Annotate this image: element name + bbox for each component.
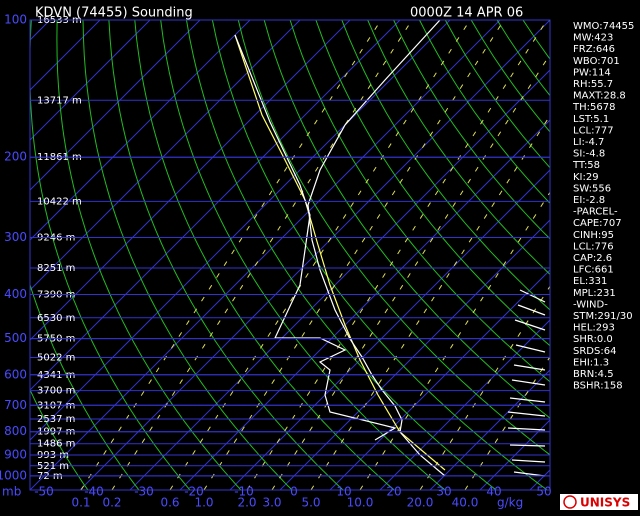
index-label: EHI:1.3 [573, 357, 609, 368]
pressure-label: 800 [4, 424, 27, 438]
index-label: LI:-4.7 [573, 137, 604, 148]
mixing-ratio-label: 0.1 [71, 496, 90, 510]
index-label: CINH:95 [573, 230, 614, 241]
index-label: SW:556 [573, 183, 611, 194]
height-label: 10422 m [37, 196, 82, 207]
height-label: 3700 m [37, 386, 75, 397]
index-label: CAPE:707 [573, 218, 622, 229]
pressure-label: 1000 [0, 468, 27, 482]
mixing-ratio-label: 5.0 [301, 496, 320, 510]
index-label: LCL:776 [573, 241, 614, 252]
mixing-ratio-label: 0.6 [160, 496, 179, 510]
height-label: 1486 m [37, 439, 75, 450]
index-label: SI:-4.8 [573, 149, 605, 160]
pressure-label: 900 [4, 448, 27, 462]
index-label: -PARCEL- [573, 207, 618, 218]
height-label: 13717 m [37, 95, 82, 106]
index-label: STM:291/30 [573, 311, 633, 322]
index-label: WMO:74455 [573, 21, 634, 32]
mixing-ratio-label: 10.0 [347, 496, 374, 510]
index-label: PW:114 [573, 67, 611, 78]
index-label: RH:55.7 [573, 79, 613, 90]
index-label: BRN:4.5 [573, 369, 614, 380]
pressure-label: 600 [4, 367, 27, 381]
index-label: EI:-2.8 [573, 195, 605, 206]
pressure-label: 400 [4, 287, 27, 301]
index-label: CAP:2.6 [573, 253, 612, 264]
index-label: SRDS:64 [573, 346, 616, 357]
index-label: -WIND- [573, 299, 608, 310]
temperature-label: 30 [436, 485, 451, 499]
pressure-label: 200 [4, 150, 27, 164]
index-label: LCL:777 [573, 125, 614, 136]
index-label: EL:331 [573, 276, 607, 287]
index-label: TT:58 [572, 160, 600, 171]
pressure-label: 700 [4, 398, 27, 412]
temperature-label: 50 [536, 485, 551, 499]
mixing-ratio-label: 1.0 [194, 496, 213, 510]
mixing-ratio-label: 0.2 [102, 496, 121, 510]
index-label: TH:5678 [572, 102, 615, 113]
index-label: BSHR:158 [573, 381, 623, 392]
temperature-label: 0 [290, 485, 298, 499]
temperature-label: -50 [34, 485, 54, 499]
height-label: 5022 m [37, 353, 75, 364]
pressure-label: 300 [4, 230, 27, 244]
index-label: FRZ:646 [573, 44, 615, 55]
height-label: 6530 m [37, 313, 75, 324]
mixing-ratio-label: 40.0 [452, 496, 479, 510]
index-label: KI:29 [573, 172, 599, 183]
height-label: 8251 m [37, 263, 75, 274]
temperature-label: -30 [134, 485, 154, 499]
height-label: 2537 m [37, 414, 75, 425]
pressure-label: 100 [4, 13, 27, 27]
index-label: MAXT:28.8 [573, 91, 626, 102]
index-label: LST:5.1 [573, 114, 609, 125]
temperature-label: 20 [386, 485, 401, 499]
pressure-label: 500 [4, 331, 27, 345]
index-label: MW:423 [573, 33, 613, 44]
mixing-ratio-label: 3.0 [262, 496, 281, 510]
time-label: 0000Z 14 APR 06 [410, 6, 523, 21]
pressure-unit: mb [2, 485, 21, 499]
index-label: LFC:661 [573, 265, 614, 276]
index-label: SHR:0.0 [573, 334, 613, 345]
mixing-ratio-label: 20.0 [407, 496, 434, 510]
mixing-ratio-label: 2.0 [237, 496, 256, 510]
index-label: HEL:293 [573, 323, 615, 334]
temperature-label: 40 [486, 485, 501, 499]
index-label: MPL:231 [573, 288, 616, 299]
index-label: WBO:701 [573, 56, 620, 67]
logo: UNISYS [580, 496, 630, 510]
